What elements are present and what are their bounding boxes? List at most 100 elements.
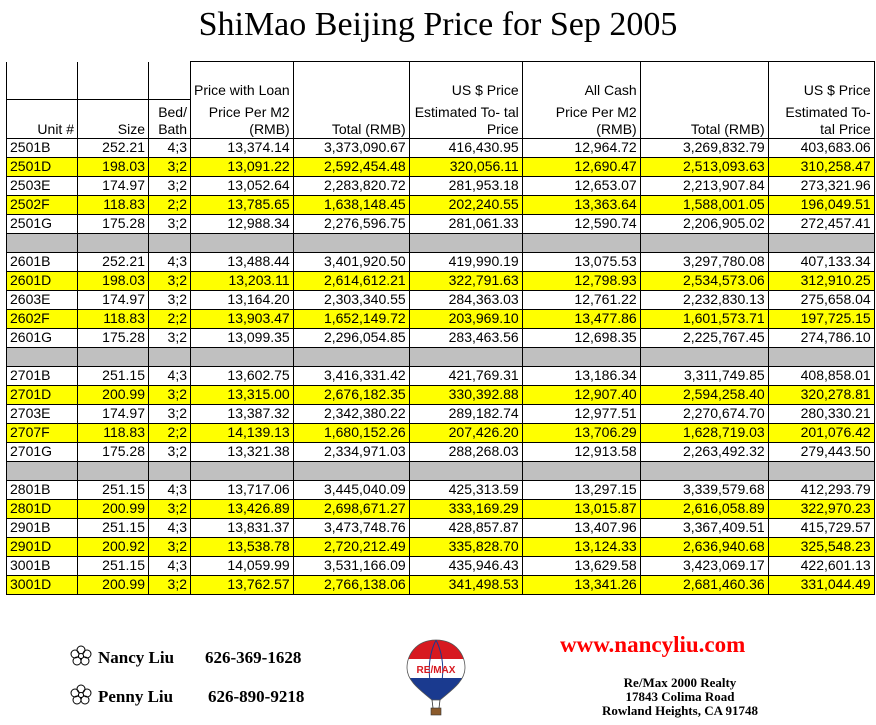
header-usd-cash: US $ Price [767,61,875,99]
cell-bed-bath: 3;2 [148,175,191,196]
cell-cash-usd-price: 325,548.23 [767,536,875,557]
separator-cell [521,460,641,481]
cell-cash-usd-price: 331,044.49 [767,574,875,595]
separator-cell [639,346,769,367]
cell-bed-bath: 3;2 [148,536,191,557]
cell-total-rmb: 2,276,596.75 [292,213,410,234]
separator-row [6,232,875,253]
table-row: 2601G 175.28 3;2 13,099.35 2,296,054.85 283,4… [6,327,875,348]
remax-balloon-logo: RE/MAX [406,639,466,716]
cell-cash-price-per-m2: 12,761.22 [521,289,641,310]
cell-total-rmb: 2,592,454.48 [292,156,410,177]
flower-icon [70,684,92,705]
cell-bed-bath: 3;2 [148,384,191,405]
separator-cell [521,346,641,367]
cell-total-rmb: 1,680,152.26 [292,422,410,443]
cell-cash-price-per-m2: 13,706.29 [521,422,641,443]
table-row: 2701B 251.15 4;3 13,602.75 3,416,331.42 421,7… [6,365,875,386]
cell-size: 175.28 [77,213,149,234]
cell-size: 252.21 [77,251,149,272]
header-loan: Price with Loan [190,61,294,99]
separator-cell [408,232,523,253]
cell-bed-bath: 3;2 [148,498,191,519]
cell-unit: 2701D [6,384,78,405]
table-row: 2501D 198.03 3;2 13,091.22 2,592,454.48 320,0… [6,156,875,177]
cell-unit: 2707F [6,422,78,443]
cell-total-rmb: 3,373,090.67 [292,137,410,158]
flower-icon [70,645,92,666]
cell-size: 118.83 [77,308,149,329]
cell-cash-price-per-m2: 13,015.87 [521,498,641,519]
separator-cell [77,346,149,367]
cell-usd-price: 284,363.03 [408,289,523,310]
header-ppm2: Price Per M2 (RMB) [190,99,294,138]
cell-size: 174.97 [77,403,149,424]
separator-cell [6,346,78,367]
table-row: 2503E 174.97 3;2 13,052.64 2,283,820.72 281,9… [6,175,875,196]
cell-price-per-m2: 13,762.57 [190,574,294,595]
realty-city: Rowland Heights, CA 91748 [601,703,759,718]
table-row: 2501G 175.28 3;2 12,988.34 2,276,596.75 281,0… [6,213,875,234]
cell-cash-total-rmb: 2,594,258.40 [639,384,769,405]
cell-bed-bath: 4;3 [148,137,191,158]
contact-phone-1: 626-369-1628 [205,648,302,667]
cell-cash-total-rmb: 2,270,674.70 [639,403,769,424]
cell-cash-price-per-m2: 12,690.47 [521,156,641,177]
cell-size: 200.99 [77,574,149,595]
cell-cash-price-per-m2: 13,407.96 [521,517,641,538]
table-row: 3001B 251.15 4;3 14,059.99 3,531,166.09 435,9… [6,555,875,576]
cell-price-per-m2: 13,785.65 [190,194,294,215]
cell-usd-price: 320,056.11 [408,156,523,177]
cell-bed-bath: 2;2 [148,422,191,443]
cell-total-rmb: 3,401,920.50 [292,251,410,272]
header-total-cash: Total (RMB) [639,99,769,138]
cell-cash-price-per-m2: 13,075.53 [521,251,641,272]
cell-cash-usd-price: 408,858.01 [767,365,875,386]
header-row: Unit # Size Bed/ Bath Price Per M2 (RMB)… [6,98,875,138]
table-row: 2603E 174.97 3;2 13,164.20 2,303,340.55 284,3… [6,289,875,310]
cell-cash-usd-price: 415,729.57 [767,517,875,538]
header-size: Size [77,98,149,138]
cell-price-per-m2: 13,203.11 [190,270,294,291]
separator-cell [190,232,294,253]
cell-cash-total-rmb: 2,213,907.84 [639,175,769,196]
cell-usd-price: 335,828.70 [408,536,523,557]
separator-row [6,346,875,367]
cell-cash-total-rmb: 1,588,001.05 [639,194,769,215]
cell-price-per-m2: 13,052.64 [190,175,294,196]
cell-price-per-m2: 13,321.38 [190,441,294,462]
cell-cash-total-rmb: 3,423,069.17 [639,555,769,576]
cell-cash-price-per-m2: 13,341.26 [521,574,641,595]
cell-bed-bath: 4;3 [148,555,191,576]
cell-bed-bath: 3;2 [148,441,191,462]
cell-bed-bath: 2;2 [148,194,191,215]
cell-size: 174.97 [77,175,149,196]
header-bed: Bed/ Bath [148,98,191,138]
cell-cash-usd-price: 201,076.42 [767,422,875,443]
header-ppm2-cash: Price Per M2 (RMB) [521,99,641,138]
cell-usd-price: 203,969.10 [408,308,523,329]
cell-cash-price-per-m2: 12,977.51 [521,403,641,424]
table-row: 3001D 200.99 3;2 13,762.57 2,766,138.06 341,4… [6,574,875,595]
separator-cell [148,460,191,481]
cell-unit: 2503E [6,175,78,196]
cell-bed-bath: 3;2 [148,156,191,177]
cell-unit: 2701G [6,441,78,462]
cell-size: 252.21 [77,137,149,158]
contact-phone-2: 626-890-9218 [208,687,305,706]
cell-price-per-m2: 13,387.32 [190,403,294,424]
contact-name-1: Nancy Liu [98,648,175,667]
table-row: 2701G 175.28 3;2 13,321.38 2,334,971.03 288,2… [6,441,875,462]
cell-total-rmb: 3,473,748.76 [292,517,410,538]
table-row: 2801B 251.15 4;3 13,717.06 3,445,040.09 425,3… [6,479,875,500]
cell-cash-price-per-m2: 12,590.74 [521,213,641,234]
cell-unit: 2603E [6,289,78,310]
cell-unit: 3001B [6,555,78,576]
cell-cash-usd-price: 196,049.51 [767,194,875,215]
header-row-top: Price with Loan US $ Price All Cash US $… [6,61,875,99]
cell-cash-total-rmb: 1,601,573.71 [639,308,769,329]
cell-usd-price: 416,430.95 [408,137,523,158]
website-link[interactable]: www.nancyliu.com [560,632,746,657]
separator-cell [408,346,523,367]
separator-cell [292,232,410,253]
